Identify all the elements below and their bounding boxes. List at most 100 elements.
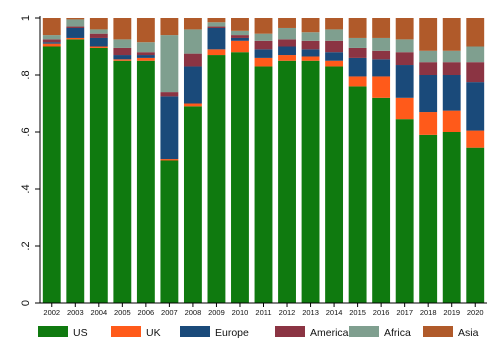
bar-segment-asia-2003: [66, 18, 85, 20]
bar-segment-europe-2020: [466, 82, 485, 131]
bar-segment-us-2008: [183, 106, 202, 303]
bar-segment-europe-2019: [442, 75, 461, 111]
bar-segment-uk-2014: [325, 60, 344, 67]
legend-label-us: US: [73, 327, 88, 339]
bar-segment-us-2011: [254, 66, 273, 303]
bar-segment-uk-2020: [466, 130, 485, 148]
bar-segment-americas-2003: [66, 26, 85, 28]
bar-segment-asia-2010: [231, 18, 249, 31]
bar-segment-americas-2013: [301, 40, 320, 50]
bar-segment-uk-2015: [348, 76, 367, 87]
x-tick-label: 2019: [443, 308, 460, 317]
bar-segment-europe-2009: [207, 27, 226, 50]
bar-segment-africa-2011: [254, 33, 273, 41]
bar-segment-africa-2016: [372, 37, 391, 51]
bar-segment-uk-2008: [183, 103, 202, 107]
bar-segment-americas-2004: [89, 33, 108, 38]
x-tick-label: 2016: [373, 308, 390, 317]
x-tick-label: 2013: [302, 308, 319, 317]
x-tick-label: 2003: [67, 308, 84, 317]
bar-segment-americas-2002: [42, 39, 61, 43]
x-tick-label: 2020: [467, 308, 484, 317]
bar-segment-africa-2015: [348, 37, 367, 48]
bar-segment-americas-2020: [466, 62, 485, 83]
bar-segment-africa-2019: [442, 50, 461, 63]
bar-segment-africa-2009: [207, 22, 226, 27]
bar-segment-uk-2019: [442, 110, 461, 132]
bar-segment-europe-2004: [89, 37, 108, 47]
bar-segment-asia-2007: [160, 18, 179, 36]
bar-segment-europe-2012: [278, 46, 296, 56]
bar-segment-us-2010: [231, 52, 249, 304]
legend-label-africa: Africa: [384, 327, 411, 339]
bar-segment-europe-2017: [395, 65, 414, 98]
legend-label-uk: UK: [146, 327, 161, 339]
x-tick-label: 2017: [396, 308, 413, 317]
bar-segment-asia-2015: [348, 18, 367, 38]
bar-segment-europe-2008: [183, 66, 202, 104]
x-tick-label: 2005: [114, 308, 131, 317]
bar-segment-americas-2016: [372, 50, 391, 60]
bar-segment-africa-2002: [42, 35, 61, 40]
bar-segment-africa-2004: [89, 29, 108, 34]
x-tick-label: 2008: [185, 308, 202, 317]
bar-segment-europe-2018: [419, 75, 438, 113]
x-tick-label: 2007: [161, 308, 178, 317]
bar-segment-americas-2008: [183, 53, 202, 67]
bar-segment-americas-2011: [254, 40, 273, 50]
bar-segment-africa-2020: [466, 46, 485, 63]
legend-label-europe: Europe: [215, 327, 249, 339]
bar-segment-uk-2003: [66, 37, 85, 40]
bar-segment-americas-2019: [442, 62, 461, 76]
axes: 0 .2 .4 .6 .8 1 2002 2003 2004 2005 2006 2007 2008 20…: [20, 15, 487, 317]
bar-segment-uk-2002: [42, 43, 61, 47]
bar-segment-us-2015: [348, 86, 367, 304]
bar-segment-uk-2011: [254, 57, 273, 67]
bar-segment-uk-2009: [207, 49, 226, 56]
bar-segment-asia-2016: [372, 18, 391, 38]
bar-segment-asia-2020: [466, 18, 485, 47]
bar-segment-europe-2002: [42, 42, 61, 44]
bar-segment-europe-2003: [66, 27, 85, 38]
bar-segment-uk-2012: [278, 55, 296, 61]
bar-segment-us-2007: [160, 160, 179, 303]
bar-segment-uk-2010: [231, 40, 249, 53]
y-tick-label: .2: [20, 241, 32, 250]
bar-segment-asia-2014: [325, 18, 344, 30]
bar-segment-africa-2007: [160, 35, 179, 93]
bar-segment-europe-2016: [372, 59, 391, 77]
bar-segment-uk-2013: [301, 56, 320, 61]
bar-segment-europe-2014: [325, 52, 344, 61]
bar-segment-us-2013: [301, 60, 320, 303]
bar-segment-us-2005: [113, 60, 132, 303]
bar-segment-africa-2005: [113, 39, 132, 48]
bar-segment-asia-2012: [278, 18, 296, 28]
bar-segment-americas-2015: [348, 47, 367, 58]
legend-swatch-uk: [111, 326, 141, 337]
legend-swatch-europe: [180, 326, 210, 337]
bar-segment-americas-2007: [160, 92, 179, 97]
legend-swatch-americas: [275, 326, 305, 337]
bar-segment-asia-2006: [136, 18, 155, 43]
bar-segment-us-2006: [136, 60, 155, 303]
y-tick-label: .4: [20, 184, 32, 193]
legend-label-americas: Americas: [310, 327, 354, 339]
bar-segment-us-2012: [278, 60, 296, 303]
bar-segment-us-2019: [442, 132, 461, 303]
bar-segment-asia-2011: [254, 18, 273, 34]
bar-segment-us-2017: [395, 119, 414, 303]
bar-segment-africa-2017: [395, 39, 414, 53]
bar-segment-asia-2004: [89, 18, 108, 30]
bar-segment-europe-2005: [113, 55, 132, 60]
bar-segment-africa-2010: [231, 30, 249, 36]
bar-segment-asia-2019: [442, 18, 461, 51]
legend-swatch-africa: [349, 326, 379, 337]
x-tick-label: 2004: [90, 308, 107, 317]
bar-segment-us-2004: [89, 47, 108, 303]
bar-segment-uk-2007: [160, 159, 179, 161]
legend: US UK Europe Americas Africa Asia: [38, 326, 479, 339]
bar-segment-africa-2006: [136, 42, 155, 53]
bar-segment-uk-2006: [136, 57, 155, 61]
bar-segment-asia-2018: [419, 18, 438, 51]
